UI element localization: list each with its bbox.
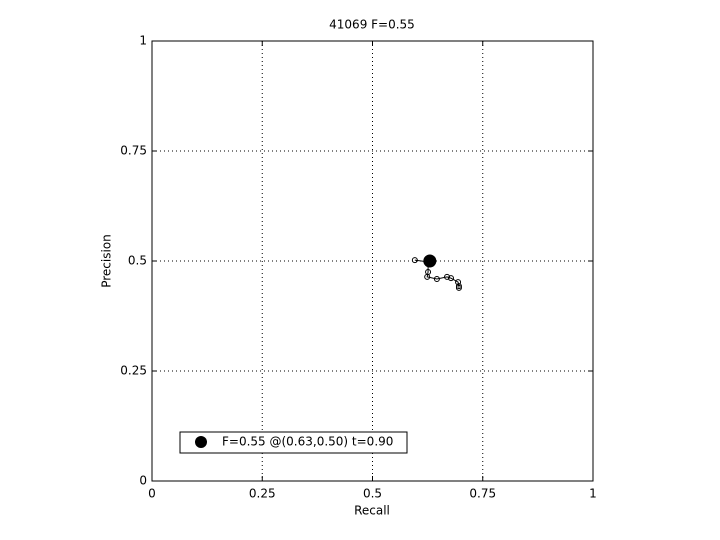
pr-point bbox=[455, 284, 462, 291]
best-point bbox=[423, 254, 437, 268]
x-axis-label: Recall bbox=[354, 504, 390, 518]
pr-point bbox=[424, 273, 431, 280]
x-tick-label: 0.5 bbox=[363, 487, 382, 501]
y-tick-label: 0.75 bbox=[120, 144, 147, 158]
x-tick-label: 0.75 bbox=[469, 487, 496, 501]
pr-point bbox=[411, 257, 418, 264]
y-tick-label: 1 bbox=[139, 34, 147, 48]
x-tick-label: 0.25 bbox=[249, 487, 276, 501]
pr-point bbox=[433, 276, 440, 283]
plot-frame bbox=[151, 40, 594, 482]
pr-point bbox=[455, 283, 462, 290]
pr-point bbox=[447, 275, 454, 282]
x-tick-label: 1 bbox=[589, 487, 597, 501]
chart-title: 41069 F=0.55 bbox=[329, 18, 415, 32]
y-tick-label: 0.25 bbox=[120, 364, 147, 378]
legend-marker bbox=[195, 436, 207, 448]
y-tick-label: 0 bbox=[139, 474, 147, 488]
pr-point bbox=[444, 273, 451, 280]
legend-box bbox=[179, 431, 408, 454]
y-tick-label: 0.5 bbox=[128, 254, 147, 268]
x-tick-label: 0 bbox=[148, 487, 156, 501]
pr-point bbox=[455, 279, 462, 286]
legend-entry: F=0.55 @(0.63,0.50) t=0.90 bbox=[222, 435, 393, 449]
y-axis-label: Precision bbox=[100, 234, 114, 288]
